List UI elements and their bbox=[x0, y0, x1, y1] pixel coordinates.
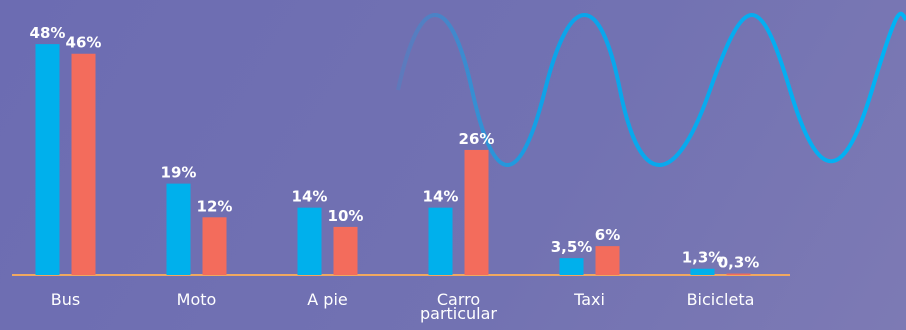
bar bbox=[428, 207, 453, 275]
bar bbox=[559, 258, 584, 275]
value-label: 19% bbox=[161, 164, 197, 182]
bar bbox=[690, 268, 715, 275]
bar bbox=[297, 207, 322, 275]
value-label: 26% bbox=[459, 130, 495, 148]
bar bbox=[595, 246, 620, 275]
bar bbox=[464, 149, 489, 275]
value-label: 12% bbox=[197, 197, 233, 215]
value-label: 6% bbox=[595, 226, 620, 244]
value-label: 3,5% bbox=[551, 238, 593, 256]
value-label: 46% bbox=[66, 34, 102, 52]
value-label: 1,3% bbox=[682, 249, 724, 267]
bar bbox=[333, 226, 358, 275]
value-label: 10% bbox=[328, 207, 364, 225]
value-label: 14% bbox=[423, 188, 459, 206]
bar bbox=[71, 53, 96, 275]
value-label: 48% bbox=[30, 24, 66, 42]
bar bbox=[166, 183, 191, 275]
value-label: 14% bbox=[292, 188, 328, 206]
x-tick-label: Taxi bbox=[574, 290, 605, 309]
x-tick-label: Bus bbox=[50, 290, 81, 309]
x-tick-label: Bicicleta bbox=[686, 290, 755, 309]
x-tick-label: A pie bbox=[307, 290, 348, 309]
x-tick-label: Moto bbox=[176, 290, 217, 309]
value-label: 0,3% bbox=[718, 254, 760, 272]
bar bbox=[202, 217, 227, 275]
bar bbox=[726, 273, 751, 275]
bar bbox=[35, 44, 60, 276]
x-tick-label: Carro particular bbox=[419, 290, 498, 323]
decorative-wave bbox=[396, 11, 906, 167]
